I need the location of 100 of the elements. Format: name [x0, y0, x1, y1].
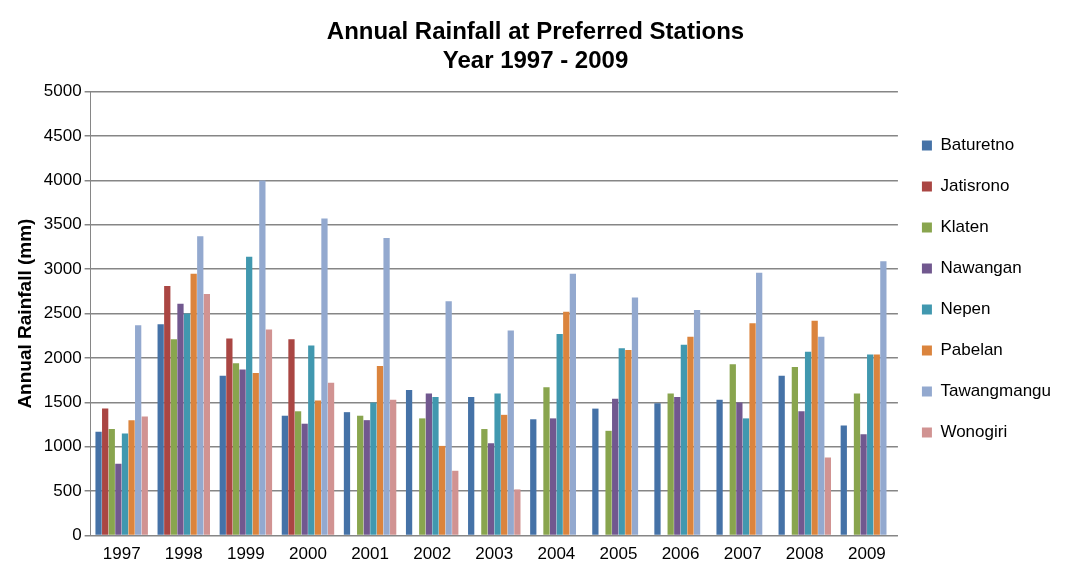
bar — [569, 273, 576, 535]
bar — [729, 364, 736, 535]
bar — [157, 324, 164, 535]
bar — [680, 344, 688, 535]
text: Annual Rainfall at Preferred Stations — [326, 17, 745, 45]
y-tick-label: 2500 — [43, 303, 82, 323]
x-tick-label: 2005 — [599, 544, 638, 564]
text: Year 1997 - 2009 — [442, 45, 629, 73]
y-tick-label: 1500 — [43, 392, 82, 412]
y-tick-label: 4000 — [43, 170, 82, 190]
bar — [115, 463, 122, 535]
x-tick-label: 2004 — [537, 544, 576, 564]
bar — [164, 286, 171, 535]
bar — [219, 375, 226, 535]
bar — [736, 402, 743, 535]
bar — [102, 408, 109, 535]
bar — [778, 375, 785, 535]
bar — [674, 397, 681, 535]
y-tick-label: 3000 — [43, 258, 82, 278]
bar — [177, 303, 184, 535]
bar — [135, 325, 142, 535]
bar — [605, 430, 612, 535]
bar — [468, 397, 475, 535]
legend-label: Klaten — [940, 217, 989, 237]
bar — [625, 350, 632, 535]
bar — [383, 238, 390, 535]
bar — [867, 354, 874, 535]
bar — [543, 387, 550, 535]
x-tick-label: 2001 — [351, 544, 389, 564]
bar — [860, 434, 867, 535]
legend-label: Jatisrono — [940, 176, 1010, 196]
legend-label: Baturetno — [940, 135, 1015, 155]
bar — [170, 339, 178, 535]
bar — [618, 348, 625, 535]
bar — [556, 334, 563, 535]
bar — [804, 351, 812, 535]
bar — [121, 433, 129, 535]
bar — [357, 415, 364, 535]
bar — [824, 457, 831, 535]
bar — [314, 400, 321, 535]
bar — [818, 336, 825, 535]
bar — [265, 329, 273, 535]
x-tick-label: 1998 — [164, 544, 203, 564]
bar — [452, 470, 459, 535]
legend-label: Wonogiri — [940, 422, 1008, 442]
bar — [853, 393, 861, 535]
y-tick-label: 1000 — [43, 436, 82, 456]
legend-label: Nepen — [940, 299, 991, 319]
bar — [321, 218, 328, 535]
x-tick-label: 2002 — [413, 544, 452, 564]
bar — [141, 416, 148, 535]
legend-label: Pabelan — [940, 340, 1003, 360]
bar — [716, 399, 723, 535]
bar — [190, 273, 197, 535]
bar — [252, 373, 259, 535]
x-tick-label: 2003 — [475, 544, 514, 564]
bar — [128, 420, 135, 535]
bar — [563, 311, 570, 535]
bar — [246, 256, 253, 535]
y-axis-title: Annual Rainfall (mm) — [13, 218, 35, 409]
bar — [530, 419, 537, 535]
y-tick-label: 500 — [53, 480, 82, 500]
bar — [667, 393, 674, 535]
x-tick-label: 2009 — [847, 544, 886, 564]
bar — [507, 330, 514, 535]
bar — [654, 403, 661, 535]
bar — [798, 411, 805, 535]
bar — [343, 412, 351, 535]
bar — [327, 382, 335, 535]
bar — [405, 389, 413, 535]
bar — [880, 261, 887, 535]
x-tick-label: 2000 — [289, 544, 327, 564]
bar — [232, 363, 240, 535]
bar — [592, 408, 599, 535]
bar — [749, 323, 756, 535]
bar — [183, 313, 191, 535]
x-tick-label: 2008 — [785, 544, 824, 564]
bar — [197, 236, 204, 535]
bar — [376, 365, 384, 535]
bar — [425, 393, 433, 535]
y-tick-label: 4500 — [43, 125, 82, 145]
x-tick-label: 2006 — [661, 544, 700, 564]
bar — [301, 423, 308, 535]
bar — [501, 414, 508, 535]
bar — [791, 366, 799, 535]
bar — [294, 411, 302, 535]
legend-label: Nawangan — [940, 258, 1022, 278]
bar — [203, 294, 210, 535]
bar — [239, 369, 246, 535]
y-tick-label: 0 — [72, 525, 82, 545]
bar — [419, 418, 426, 535]
bar — [756, 272, 763, 535]
bar — [612, 398, 619, 535]
bar — [687, 336, 694, 535]
bar — [108, 429, 115, 535]
bar — [95, 431, 102, 535]
x-tick-label: 1999 — [226, 544, 265, 564]
bar — [288, 339, 295, 535]
bar — [631, 297, 639, 535]
bar — [390, 399, 397, 535]
